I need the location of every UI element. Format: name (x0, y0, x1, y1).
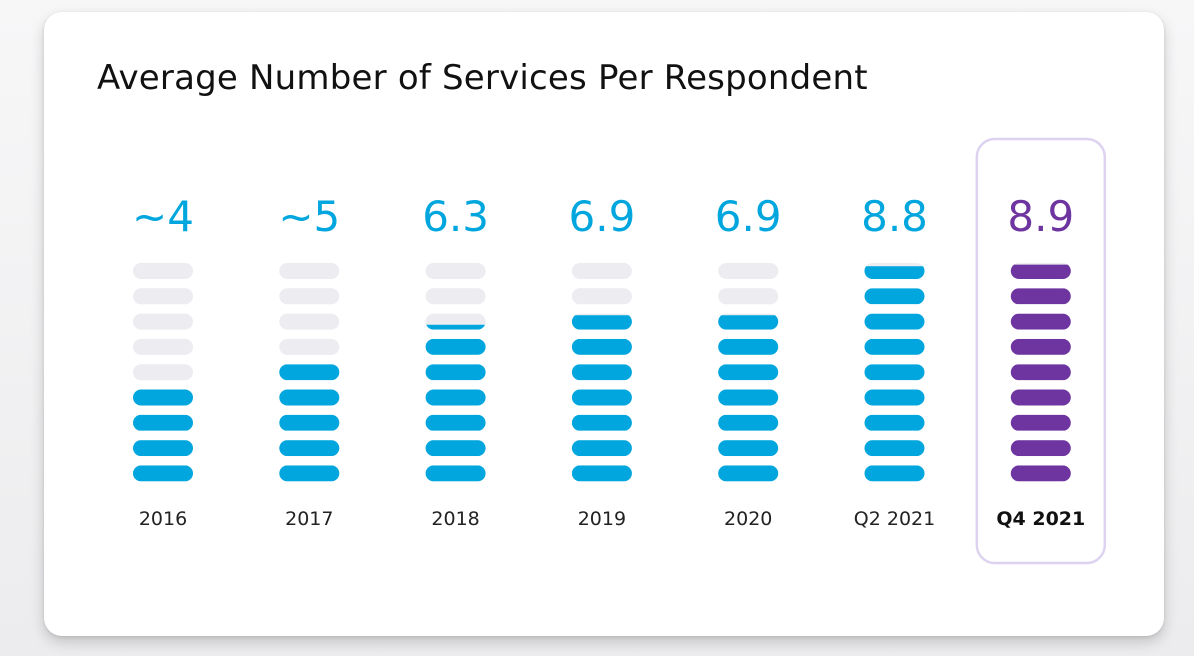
filled-unit (279, 364, 340, 381)
category-label: 2020 (724, 508, 772, 530)
empty-unit (133, 263, 193, 279)
value-label: ~4 (132, 192, 194, 241)
services-bar-chart: ~4 2016 ~5 2017 6.3 2018 6.9 2019 6.9 2020 8.8 Q2 2… (132, 137, 1107, 565)
value-label: 8.9 (1007, 192, 1074, 241)
category-label: Q4 2021 (996, 508, 1085, 530)
bar-q4-2021 (1010, 263, 1071, 482)
filled-unit (718, 414, 779, 431)
category-label: Q2 2021 (854, 508, 935, 530)
filled-unit (279, 465, 340, 482)
filled-unit (1010, 440, 1071, 457)
filled-unit (1010, 264, 1071, 279)
filled-unit (571, 414, 632, 431)
filled-unit (133, 389, 193, 406)
empty-unit (279, 338, 340, 355)
filled-unit (571, 389, 632, 406)
filled-unit (279, 414, 340, 431)
empty-unit (133, 288, 193, 305)
empty-unit (279, 288, 340, 305)
filled-unit (571, 440, 632, 457)
filled-unit (718, 364, 779, 381)
empty-unit (279, 313, 340, 330)
empty-unit (718, 263, 779, 279)
filled-unit (864, 440, 925, 457)
filled-unit (279, 389, 340, 406)
bar-2020 (718, 263, 779, 482)
filled-unit (1010, 338, 1071, 355)
empty-unit (718, 288, 779, 305)
filled-unit (864, 364, 925, 381)
value-label: 6.9 (569, 192, 636, 241)
filled-unit (425, 338, 486, 355)
bar-q2-2021 (864, 263, 925, 482)
category-label: 2019 (578, 508, 626, 530)
bar-2016 (133, 263, 193, 482)
filled-unit (571, 338, 632, 355)
value-label: 6.3 (422, 192, 489, 241)
filled-unit (718, 389, 779, 406)
filled-unit (425, 414, 486, 431)
bar-2019 (571, 263, 632, 482)
filled-unit (425, 389, 486, 406)
empty-unit (571, 288, 632, 305)
filled-unit (571, 364, 632, 381)
empty-unit (133, 338, 193, 355)
filled-unit (864, 389, 925, 406)
empty-unit (425, 288, 486, 305)
filled-unit (718, 338, 779, 355)
filled-unit (1010, 288, 1071, 305)
filled-unit (133, 465, 193, 482)
empty-unit (133, 313, 193, 330)
filled-unit (279, 440, 340, 457)
filled-unit (425, 440, 486, 457)
filled-unit (571, 465, 632, 482)
filled-unit (864, 338, 925, 355)
bar-2017 (279, 263, 340, 482)
empty-unit (571, 263, 632, 279)
filled-unit (425, 364, 486, 381)
empty-unit (279, 263, 340, 279)
filled-unit (864, 266, 925, 279)
chart-card: Average Number of Services Per Responden… (44, 12, 1164, 636)
filled-unit (718, 465, 779, 482)
filled-unit (864, 313, 925, 330)
value-label: 6.9 (715, 192, 782, 241)
filled-unit (133, 414, 193, 431)
chart-title: Average Number of Services Per Responden… (97, 58, 868, 98)
value-label: ~5 (278, 192, 340, 241)
category-label: 2018 (431, 508, 479, 530)
filled-unit (864, 288, 925, 305)
bar-2018 (425, 263, 486, 482)
filled-unit (133, 440, 193, 457)
category-label: 2017 (285, 508, 333, 530)
filled-unit (571, 315, 632, 330)
empty-unit (133, 364, 193, 381)
filled-unit (864, 465, 925, 482)
empty-unit (425, 263, 486, 279)
category-label: 2016 (139, 508, 187, 530)
filled-unit (425, 465, 486, 482)
filled-unit (1010, 465, 1071, 482)
filled-unit (864, 414, 925, 431)
value-label: 8.8 (861, 192, 928, 241)
filled-unit (718, 315, 779, 330)
filled-unit (426, 324, 485, 330)
filled-unit (718, 440, 779, 457)
filled-unit (1010, 313, 1071, 330)
filled-unit (1010, 414, 1071, 431)
filled-unit (1010, 364, 1071, 381)
filled-unit (1010, 389, 1071, 406)
